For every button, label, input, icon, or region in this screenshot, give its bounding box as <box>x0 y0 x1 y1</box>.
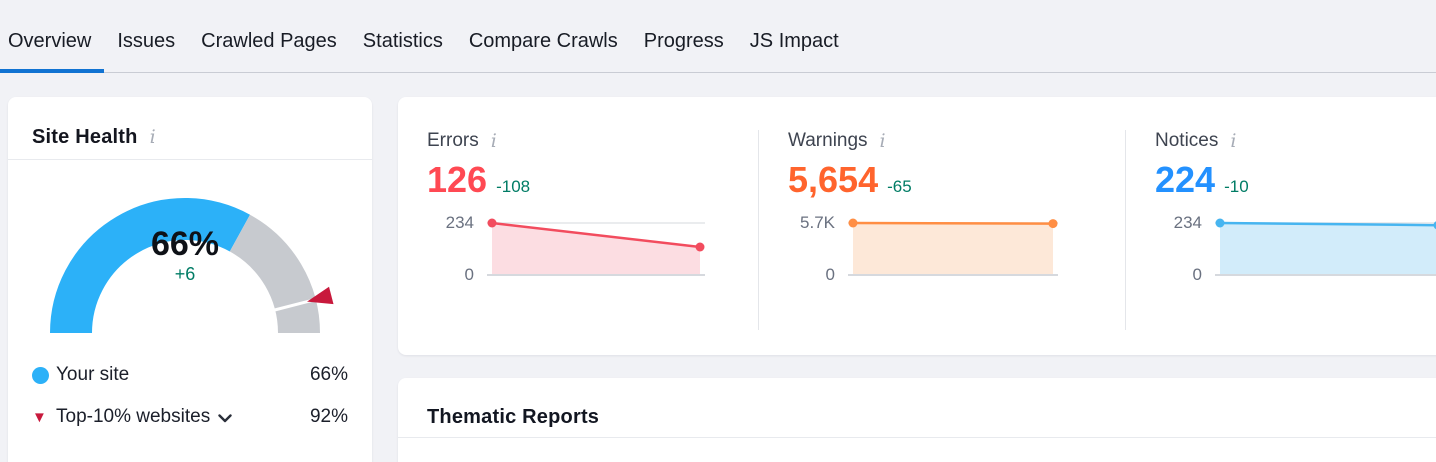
info-icon[interactable]: i <box>490 130 497 152</box>
warnings-section: Warnings i 5,654 -65 5.7K 0 <box>758 130 1125 330</box>
gauge-chart <box>50 198 334 334</box>
info-icon[interactable]: i <box>149 126 156 148</box>
notices-y-axis: 234 0 <box>1173 212 1202 284</box>
legend-row-top10-websites: ▼ Top-10% websites 92% <box>32 401 348 433</box>
tab-bar: Overview Issues Crawled Pages Statistics… <box>0 0 1436 73</box>
warnings-trend-chart <box>848 218 1058 276</box>
tab-compare-crawls[interactable]: Compare Crawls <box>468 30 618 52</box>
errors-y-axis: 234 0 <box>445 212 474 284</box>
notices-label: Notices <box>1155 130 1219 151</box>
warnings-y-axis: 5.7K 0 <box>800 212 835 284</box>
site-health-gauge: 66% +6 <box>8 160 372 360</box>
info-icon[interactable]: i <box>1230 130 1237 152</box>
tab-crawled-pages[interactable]: Crawled Pages <box>201 30 337 52</box>
errors-section: Errors i 126 -108 234 0 <box>398 130 758 330</box>
errors-value[interactable]: 126 <box>427 159 488 200</box>
thematic-reports-header: Thematic Reports <box>398 378 1436 438</box>
tab-issues[interactable]: Issues <box>117 30 176 52</box>
issues-summary-card: Errors i 126 -108 234 0 Warnings i 5,6 <box>398 97 1436 355</box>
errors-label: Errors <box>427 130 479 151</box>
tab-statistics[interactable]: Statistics <box>362 30 443 52</box>
warnings-value[interactable]: 5,654 <box>788 159 879 200</box>
site-health-card: Site Health i 66% +6 Your site 66% ▼ Top… <box>8 97 372 462</box>
legend-row-your-site: Your site 66% <box>32 359 348 391</box>
thematic-reports-card: Thematic Reports <box>398 378 1436 462</box>
errors-trend-chart <box>487 218 705 276</box>
chevron-down-icon[interactable] <box>218 414 232 423</box>
your-site-dot-icon <box>32 366 49 384</box>
notices-section: Notices i 224 -10 234 0 <box>1125 130 1436 330</box>
warnings-label: Warnings <box>788 130 868 151</box>
notices-value[interactable]: 224 <box>1155 159 1216 200</box>
site-health-title: Site Health <box>32 126 138 148</box>
notices-trend-chart <box>1215 218 1436 276</box>
gauge-legend: Your site 66% ▼ Top-10% websites 92% <box>32 359 348 443</box>
tab-js-impact[interactable]: JS Impact <box>749 30 839 52</box>
legend-label: Top-10% websites <box>56 406 232 428</box>
errors-delta: -108 <box>496 177 531 196</box>
legend-value: 66% <box>309 364 348 385</box>
triangle-down-icon: ▼ <box>32 408 47 426</box>
tab-progress[interactable]: Progress <box>643 30 724 52</box>
info-icon[interactable]: i <box>879 130 886 152</box>
thematic-reports-title: Thematic Reports <box>427 405 600 428</box>
legend-label: Your site <box>56 364 130 385</box>
tab-overview[interactable]: Overview <box>0 30 105 73</box>
legend-value: 92% <box>309 406 348 427</box>
site-health-header: Site Health i <box>8 97 372 160</box>
notices-delta: -10 <box>1224 177 1249 196</box>
warnings-delta: -65 <box>887 177 912 196</box>
